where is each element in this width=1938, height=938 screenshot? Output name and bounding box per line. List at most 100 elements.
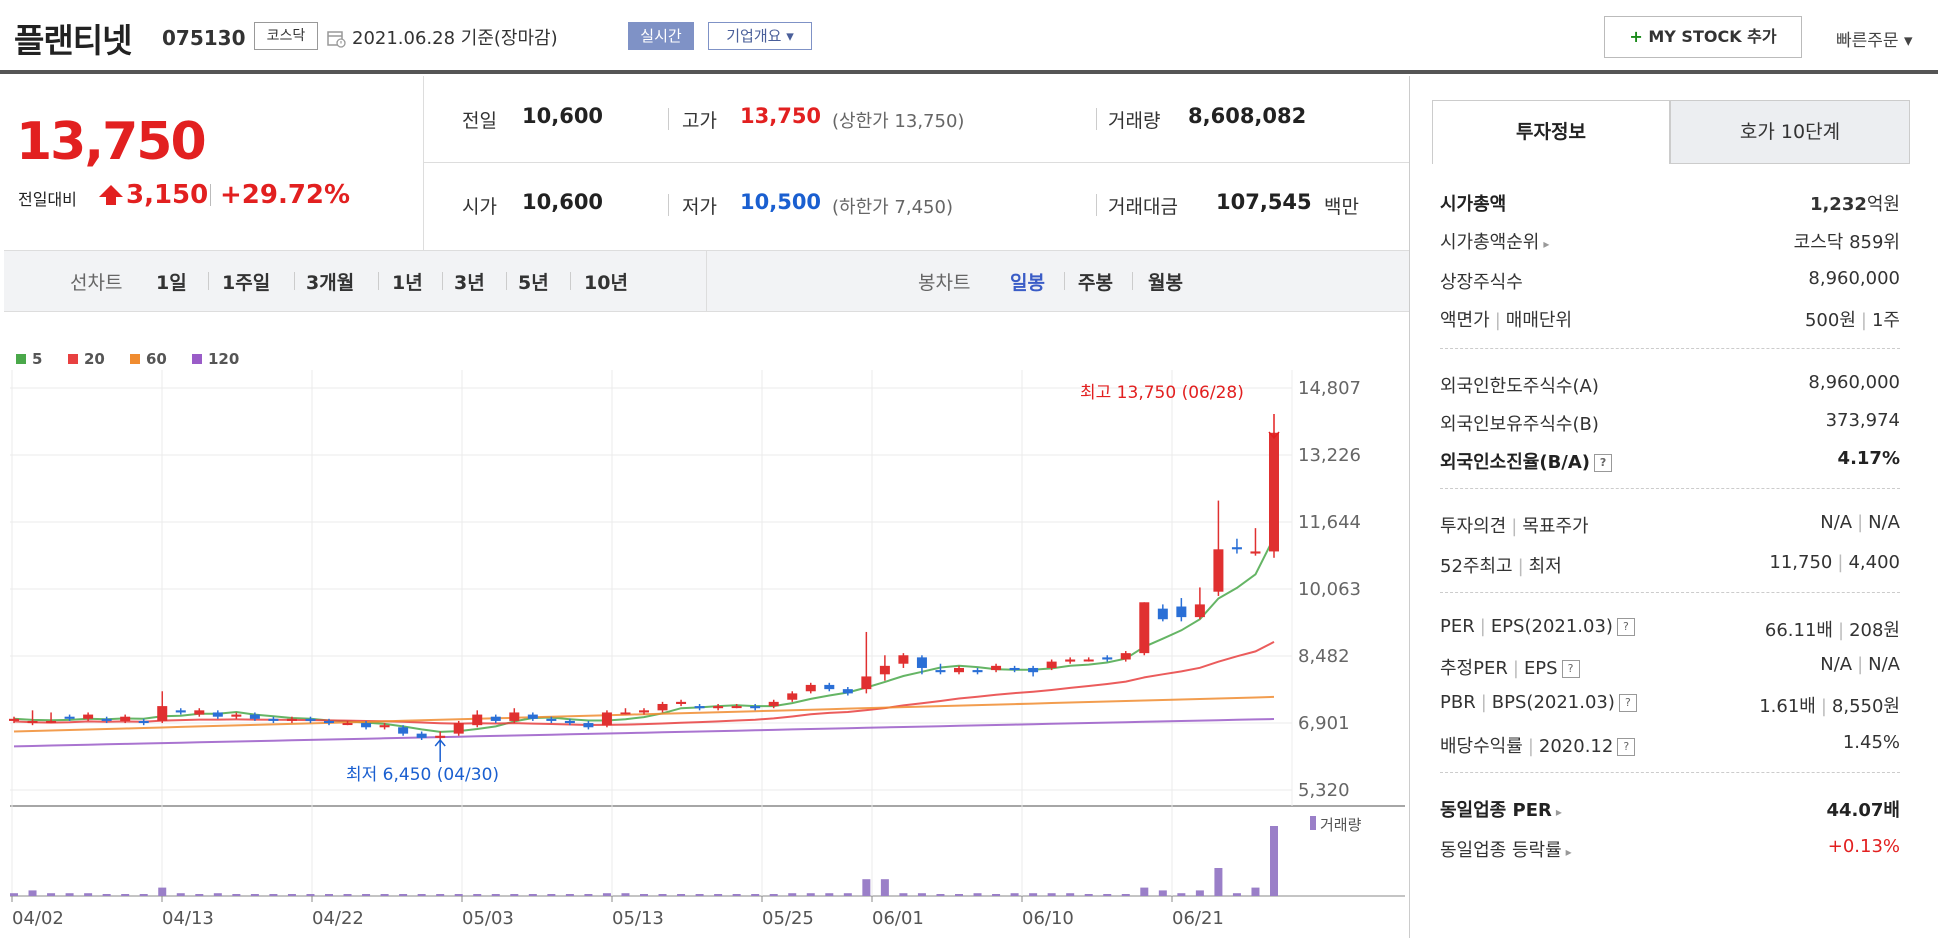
volume-bar xyxy=(1214,868,1223,896)
chevron-right-icon: ▸ xyxy=(1565,845,1572,859)
target-price-value: N/A xyxy=(1868,512,1900,533)
candle-body xyxy=(1176,606,1187,618)
separator xyxy=(294,272,295,290)
est-eps-value: N/A xyxy=(1868,654,1900,675)
volume-label: 거래량 xyxy=(1108,110,1161,132)
company-overview-dropdown[interactable]: 기업개요 ▾ xyxy=(708,22,812,50)
separator xyxy=(1096,194,1097,216)
volume-legend: 거래량 xyxy=(1320,816,1362,834)
legend-ma120: 120 xyxy=(208,350,240,368)
volume-bar xyxy=(491,894,500,896)
volume-bar xyxy=(695,894,704,896)
row-industry-per[interactable]: 동일업종 PER ▸ 44.07배 xyxy=(1440,796,1900,826)
open-value: 10,600 xyxy=(522,190,604,214)
row-foreign-limit: 외국인한도주식수(A) 8,960,000 xyxy=(1440,372,1900,402)
stats-divider xyxy=(424,162,1409,163)
y-tick-label: 10,063 xyxy=(1298,579,1361,600)
candle-chart[interactable]: 14,807 13,226 11,644 10,063 8,482 6,901 5,320 0… xyxy=(0,340,1405,938)
y-tick-label: 6,901 xyxy=(1298,713,1350,734)
candle-monthly[interactable]: 월봉 xyxy=(1148,272,1183,294)
panel-border xyxy=(1409,76,1410,938)
help-icon[interactable]: ? xyxy=(1618,694,1637,712)
candle-body xyxy=(46,720,57,723)
divider xyxy=(1440,772,1900,773)
industry-per-value: 44.07배 xyxy=(1826,800,1901,821)
volume-bar xyxy=(306,894,315,896)
amount-value: 107,545 xyxy=(1216,190,1312,214)
help-icon[interactable]: ? xyxy=(1616,618,1635,636)
high-label: 고가 xyxy=(682,110,717,132)
candle-body xyxy=(583,723,594,728)
line-chart-label: 선차트 xyxy=(70,272,123,294)
market-cap-rank-value: 코스닥 859위 xyxy=(1793,232,1900,253)
quick-order-dropdown[interactable]: 빠른주문 ▾ xyxy=(1836,31,1913,51)
x-tick-label: 06/10 xyxy=(1022,908,1074,929)
x-tick-label: 05/03 xyxy=(462,908,514,929)
52w-high-label: 52주최고 xyxy=(1440,556,1513,577)
row-foreign-hold: 외국인보유주식수(B) 373,974 xyxy=(1440,410,1900,440)
separator xyxy=(1096,108,1097,130)
period-1y[interactable]: 1년 xyxy=(392,272,423,294)
candle-body xyxy=(527,714,538,719)
period-1d[interactable]: 1일 xyxy=(156,272,187,294)
candle-daily[interactable]: 일봉 xyxy=(1010,272,1045,294)
plus-icon: + xyxy=(1629,27,1643,46)
help-icon[interactable]: ? xyxy=(1594,454,1613,472)
period-10y[interactable]: 10년 xyxy=(584,272,628,294)
volume-bar xyxy=(213,893,222,896)
period-5y[interactable]: 5년 xyxy=(518,272,549,294)
x-tick-label: 06/01 xyxy=(872,908,924,929)
market-cap-unit: 억원 xyxy=(1866,194,1900,215)
candle-body xyxy=(787,693,798,700)
row-market-cap-rank[interactable]: 시가총액순위 ▸ 코스닥 859위 xyxy=(1440,228,1900,258)
candle-body xyxy=(824,684,835,690)
foreign-hold-value: 373,974 xyxy=(1825,410,1900,431)
x-tick-label: 06/21 xyxy=(1172,908,1224,929)
divider xyxy=(1440,592,1900,593)
candle-body xyxy=(1065,659,1076,662)
candle-body xyxy=(1194,604,1205,618)
par-value: 500원 xyxy=(1804,310,1856,331)
volume-bar xyxy=(880,879,889,896)
pbr-label: PBR xyxy=(1440,692,1476,713)
add-my-stock-button[interactable]: + MY STOCK 추가 xyxy=(1604,16,1802,58)
volume-bar xyxy=(362,894,371,896)
row-par-value: 액면가 | 매매단위 500원 | 1주 xyxy=(1440,310,1900,331)
candle-body xyxy=(1028,667,1039,673)
volume-bar xyxy=(473,894,482,896)
legend-ma20: 20 xyxy=(84,350,105,368)
candle-body xyxy=(898,655,909,664)
period-1w[interactable]: 1주일 xyxy=(222,272,271,294)
separator xyxy=(1132,272,1133,290)
row-pbr: PBR | BPS(2021.03)? 1.61배 | 8,550원 xyxy=(1440,692,1900,717)
period-3m[interactable]: 3개월 xyxy=(306,272,355,294)
volume-bar xyxy=(825,893,834,896)
period-3y[interactable]: 3년 xyxy=(454,272,485,294)
candle-body xyxy=(991,665,1002,671)
candle-body xyxy=(490,716,501,721)
help-icon[interactable]: ? xyxy=(1561,660,1580,678)
open-label: 시가 xyxy=(462,196,497,218)
candle-body xyxy=(750,706,761,709)
candle-body xyxy=(1250,551,1261,554)
candle-body xyxy=(805,684,816,692)
candle-body xyxy=(1213,549,1224,592)
candle-body xyxy=(639,710,649,713)
base-date: 2021.06.28 기준(장마감) xyxy=(352,28,558,49)
bps-label: BPS(2021.03) xyxy=(1491,692,1615,713)
volume-bar xyxy=(1232,893,1241,896)
realtime-button[interactable]: 실시간 xyxy=(628,22,694,50)
candle-weekly[interactable]: 주봉 xyxy=(1078,272,1113,294)
help-icon[interactable]: ? xyxy=(1617,738,1636,756)
candle-body xyxy=(324,720,334,724)
tab-hoga-10[interactable]: 호가 10단계 xyxy=(1670,100,1910,164)
volume-legend-swatch xyxy=(1310,816,1316,830)
volume-bar xyxy=(121,894,130,896)
tab-invest-info[interactable]: 투자정보 xyxy=(1432,100,1670,164)
foreign-limit-value: 8,960,000 xyxy=(1808,372,1900,393)
diff-label: 전일대비 xyxy=(18,190,77,209)
eps-value: 208원 xyxy=(1849,620,1900,641)
candle-body xyxy=(1157,608,1168,620)
stock-code: 075130 xyxy=(162,26,246,50)
row-industry-rate[interactable]: 동일업종 등락률 ▸ +0.13% xyxy=(1440,836,1900,866)
